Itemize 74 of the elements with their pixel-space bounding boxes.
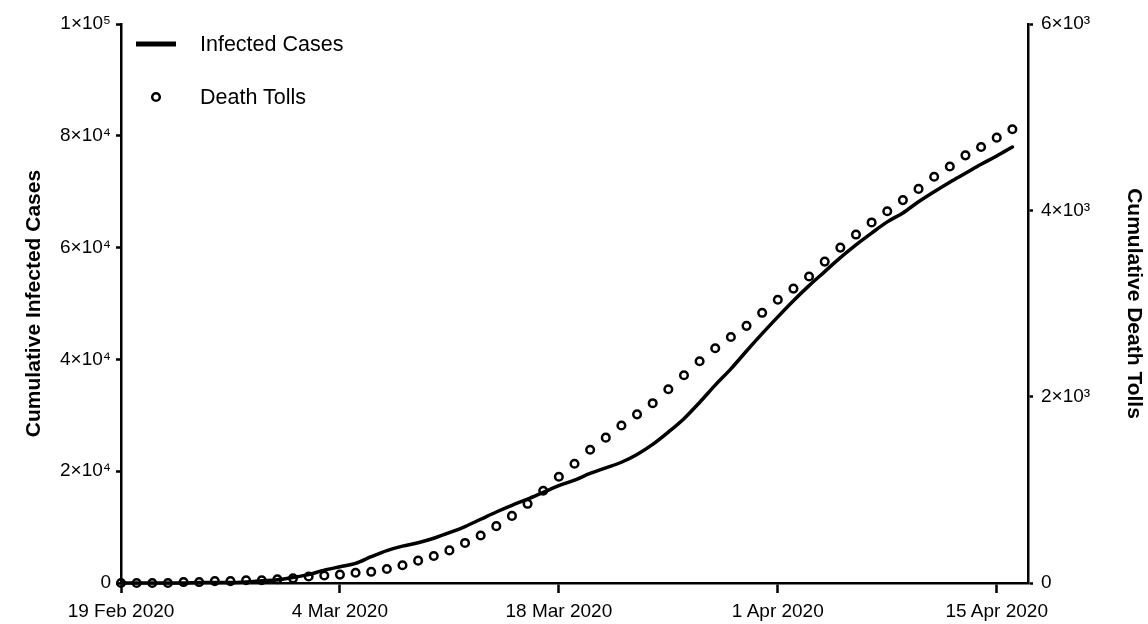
point [944,161,955,172]
point [147,577,158,589]
point [397,560,408,571]
point [491,521,502,532]
point [725,331,736,343]
point [804,271,815,282]
point [616,420,627,431]
y-axis-title: Cumulative Infected Cases [21,169,45,438]
legend-label: Infected Cases [200,31,344,56]
point [475,530,486,541]
point [678,370,690,381]
point [131,577,142,589]
point [585,444,596,455]
point [835,242,846,253]
y-tick-label: 2×10⁴ [60,459,111,481]
point [913,183,924,194]
point [115,577,127,589]
legend-label: Death Tolls [200,84,306,109]
point [444,545,455,556]
point [819,256,830,267]
point [897,195,908,206]
point [694,356,705,367]
point [866,217,877,228]
point [632,409,643,420]
x-tick-label: 4 Mar 2020 [291,599,388,621]
y2-tick-label: 0 [1041,571,1052,593]
x-tick-label: 18 Mar 2020 [505,599,613,621]
point [178,577,189,588]
point [850,229,862,240]
y-tick-label: 8×10⁴ [60,124,111,146]
point [647,398,658,409]
point [960,150,971,161]
point [459,537,471,548]
point [428,550,439,562]
point [929,171,940,182]
point [506,510,517,521]
point [319,570,330,581]
point [522,498,533,509]
y2-tick-label: 2×10³ [1041,384,1091,406]
point [209,576,220,587]
y2-tick-label: 4×10³ [1041,198,1091,220]
point [553,471,564,482]
point [334,569,345,580]
x-tick-label: 19 Feb 2020 [67,599,175,621]
point [710,343,721,354]
point [663,384,674,395]
point [162,577,173,589]
point [241,575,252,586]
point [569,458,580,469]
point [303,571,314,582]
point [413,555,424,566]
point [882,206,893,217]
point [194,577,205,588]
point [381,563,392,575]
point [350,567,361,578]
point [772,294,783,305]
x-tick-label: 15 Apr 2020 [945,599,1048,621]
point [788,283,799,294]
point [538,485,549,496]
y-tick-label: 6×10⁴ [60,235,111,257]
point [1007,124,1018,135]
point [600,432,611,443]
point [991,132,1002,143]
y2-axis-title: Cumulative Death Tolls [1123,188,1147,419]
y-tick-label: 1×10⁵ [60,12,111,34]
point [366,566,377,577]
point [225,576,236,587]
point [741,320,752,331]
y-tick-label: 0 [100,571,111,593]
y2-tick-label: 6×10³ [1041,12,1091,34]
x-tick-label: 1 Apr 2020 [731,599,824,621]
point [976,141,987,153]
y-tick-label: 4×10⁴ [60,347,111,369]
point [757,307,768,318]
